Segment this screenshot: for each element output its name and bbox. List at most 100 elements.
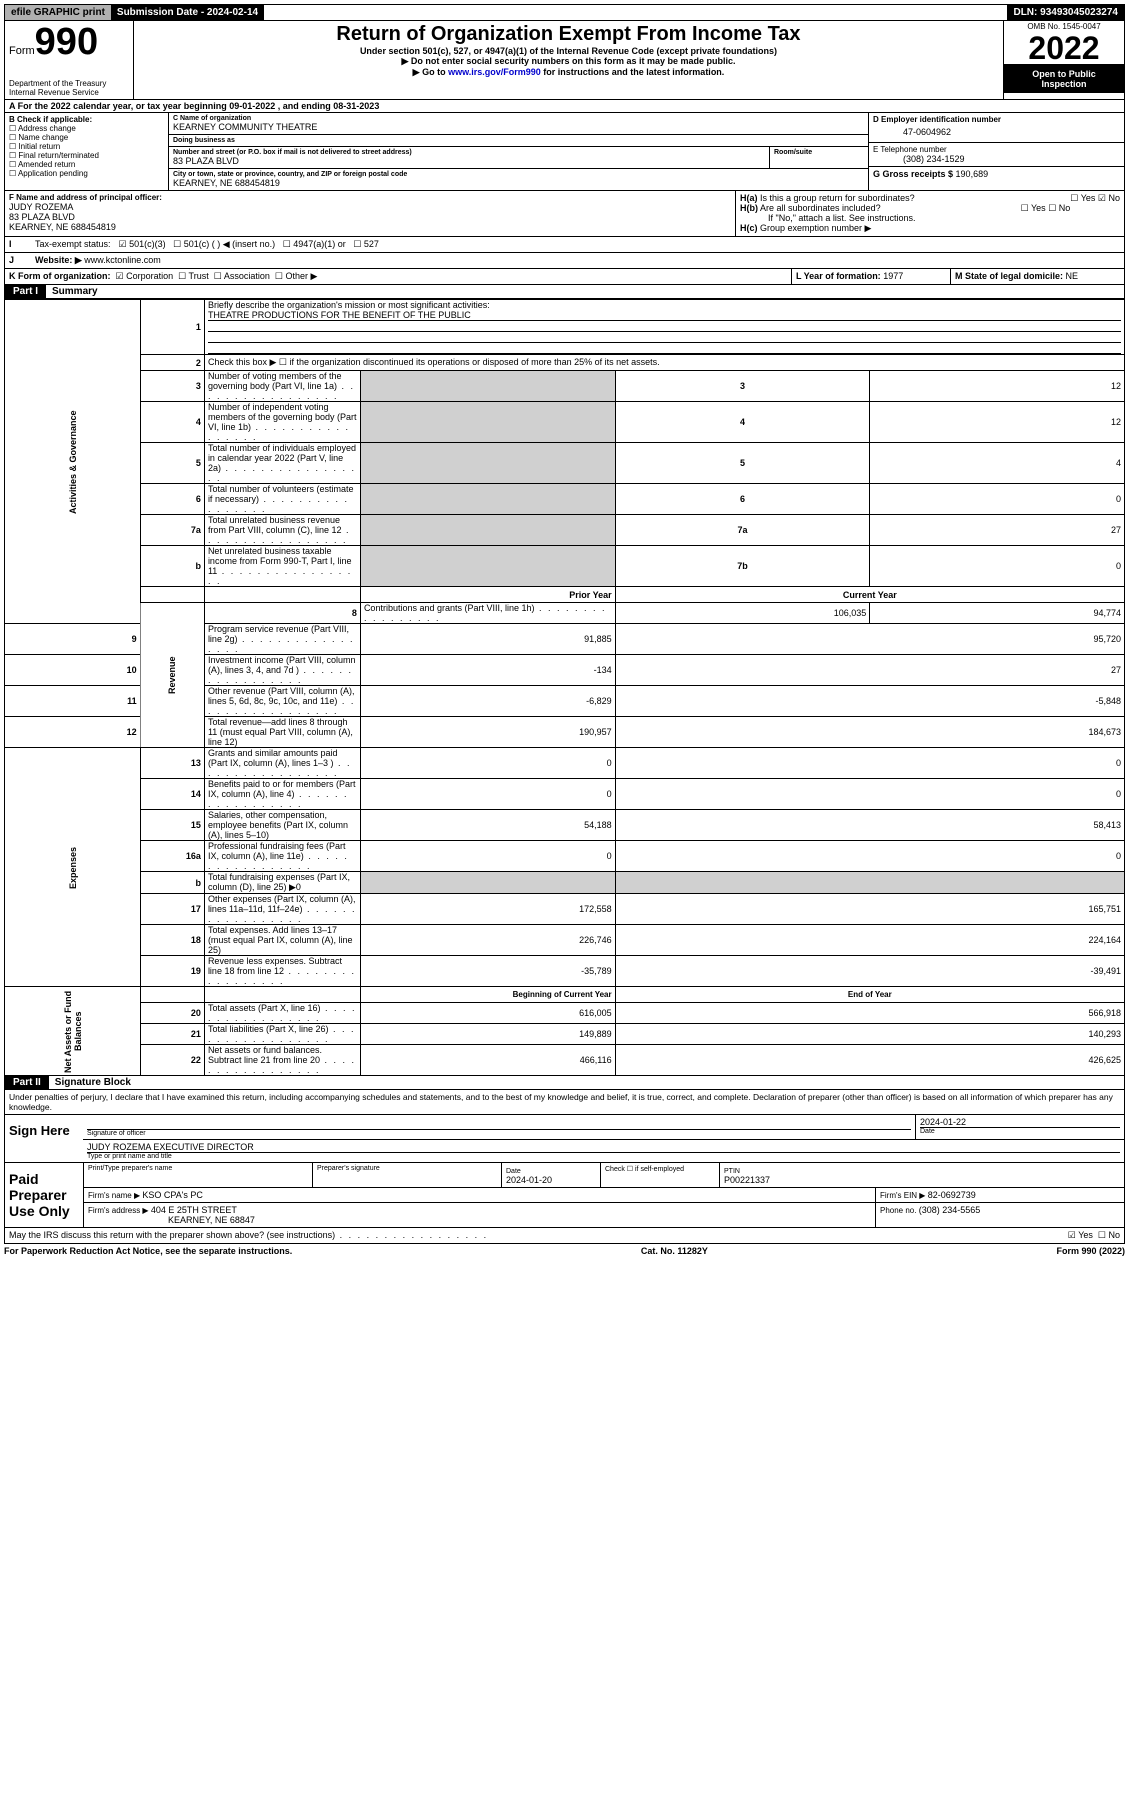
efile-label[interactable]: efile GRAPHIC print [5, 5, 111, 20]
chk-501c3[interactable] [119, 239, 130, 249]
chk-final[interactable]: Final return/terminated [9, 151, 164, 160]
d3: Number of voting members of the governin… [204, 371, 360, 402]
c22: 426,625 [615, 1045, 1124, 1076]
ha-no[interactable] [1098, 193, 1109, 203]
footer-left: For Paperwork Reduction Act Notice, see … [4, 1246, 292, 1256]
chk-corp[interactable] [116, 271, 127, 281]
k5: 5 [615, 443, 870, 484]
form-word: Form [9, 45, 35, 57]
ha-yes[interactable] [1070, 193, 1080, 203]
chk-trust[interactable] [178, 271, 188, 281]
irs: Internal Revenue Service [9, 88, 129, 97]
footer: For Paperwork Reduction Act Notice, see … [4, 1244, 1125, 1258]
side-governance: Activities & Governance [5, 300, 141, 624]
domicile: NE [1066, 271, 1079, 281]
side-expenses: Expenses [5, 748, 141, 987]
gross-label: G Gross receipts $ [873, 169, 956, 179]
n10: 10 [5, 655, 141, 686]
chk-527[interactable] [353, 239, 364, 249]
v7b: 0 [870, 546, 1125, 587]
officer-addr2: KEARNEY, NE 688454819 [9, 222, 731, 232]
c10: 27 [615, 655, 1124, 686]
chk-name[interactable]: Name change [9, 133, 164, 142]
d22: Net assets or fund balances. Subtract li… [204, 1045, 360, 1076]
discuss-no[interactable] [1098, 1230, 1109, 1240]
part2-title: Signature Block [49, 1076, 137, 1089]
d12: Total revenue—add lines 8 through 11 (mu… [204, 717, 360, 748]
p19: -35,789 [360, 956, 615, 987]
chk-501c[interactable] [173, 239, 184, 249]
mission-value: THEATRE PRODUCTIONS FOR THE BENEFIT OF T… [208, 310, 1121, 321]
chk-other[interactable] [275, 271, 286, 281]
n11: 11 [5, 686, 141, 717]
hb-no-lbl: No [1059, 203, 1071, 213]
firm-ein: 82-0692739 [928, 1190, 976, 1200]
c21: 140,293 [615, 1024, 1124, 1045]
hb-note: If "No," attach a list. See instructions… [740, 213, 1120, 223]
opt-corp: Corporation [126, 271, 173, 281]
k3: 3 [615, 371, 870, 402]
chk-initial[interactable]: Initial return [9, 142, 164, 151]
row-a: A For the 2022 calendar year, or tax yea… [4, 100, 1125, 113]
sig-date-label: Date [920, 1127, 1120, 1135]
subtitle-2: ▶ Do not enter social security numbers o… [140, 56, 997, 67]
d17: Other expenses (Part IX, column (A), lin… [204, 894, 360, 925]
footer-mid: Cat. No. 11282Y [641, 1246, 708, 1256]
website-value: www.kctonline.com [84, 255, 161, 265]
p9: 91,885 [360, 624, 615, 655]
form-header: Form990 Department of the Treasury Inter… [4, 21, 1125, 100]
c18: 224,164 [615, 925, 1124, 956]
chk-amended[interactable]: Amended return [9, 160, 164, 169]
n21: 21 [140, 1024, 204, 1045]
footer-right: Form 990 (2022) [1056, 1246, 1125, 1256]
c16a: 0 [615, 841, 1124, 872]
n16b: b [140, 872, 204, 894]
d20: Total assets (Part X, line 16) [204, 1003, 360, 1024]
row-k: K Form of organization: Corporation Trus… [4, 269, 1125, 285]
p15: 54,188 [360, 810, 615, 841]
n3: 3 [140, 371, 204, 402]
prep-date-val: 2024-01-20 [506, 1175, 552, 1185]
k6: 6 [615, 484, 870, 515]
gross-value: 190,689 [956, 169, 989, 179]
hb-no[interactable] [1048, 203, 1059, 213]
row-fh: F Name and address of principal officer:… [4, 191, 1125, 237]
tax-year: 2022 [1004, 32, 1124, 65]
summary-table: Activities & Governance 1 Briefly descri… [4, 299, 1125, 1076]
firm-name-label: Firm's name ▶ [88, 1191, 142, 1200]
chk-address[interactable]: Address change [9, 124, 164, 133]
n6: 6 [140, 484, 204, 515]
row-j: J Website: ▶ www.kctonline.com [4, 253, 1125, 269]
p17: 172,558 [360, 894, 615, 925]
ha-yes-lbl: Yes [1081, 193, 1096, 203]
p21: 149,889 [360, 1024, 615, 1045]
d8: Contributions and grants (Part VIII, lin… [360, 603, 615, 624]
discuss-yes[interactable] [1068, 1230, 1078, 1240]
sig-name-label: Type or print name and title [87, 1152, 1120, 1160]
c20: 566,918 [615, 1003, 1124, 1024]
chk-pending[interactable]: Application pending [9, 169, 164, 178]
discuss-no-lbl: No [1108, 1230, 1120, 1240]
n12: 12 [5, 717, 141, 748]
instructions-link[interactable]: www.irs.gov/Form990 [448, 67, 541, 77]
n16a: 16a [140, 841, 204, 872]
chk-4947[interactable] [283, 239, 294, 249]
opt-assoc: Association [224, 271, 270, 281]
d21: Total liabilities (Part X, line 26) [204, 1024, 360, 1045]
c15: 58,413 [615, 810, 1124, 841]
website-label: Website: ▶ [35, 255, 82, 265]
phone-value: (308) 234-1529 [873, 154, 1120, 164]
declaration: Under penalties of perjury, I declare th… [5, 1090, 1124, 1114]
part1-title: Summary [46, 285, 104, 298]
v3: 12 [870, 371, 1125, 402]
city-value: KEARNEY, NE 688454819 [173, 178, 864, 188]
prep-check[interactable]: Check ☐ if self-employed [600, 1163, 719, 1187]
d7a: Total unrelated business revenue from Pa… [204, 515, 360, 546]
sig-name: JUDY ROZEMA EXECUTIVE DIRECTOR [87, 1142, 1120, 1152]
chk-assoc[interactable] [214, 271, 224, 281]
c12: 184,673 [615, 717, 1124, 748]
sub3-pre: ▶ Go to [413, 67, 448, 77]
hb-yes[interactable] [1021, 203, 1031, 213]
p8: 106,035 [615, 603, 870, 624]
col-end: End of Year [615, 987, 1124, 1003]
